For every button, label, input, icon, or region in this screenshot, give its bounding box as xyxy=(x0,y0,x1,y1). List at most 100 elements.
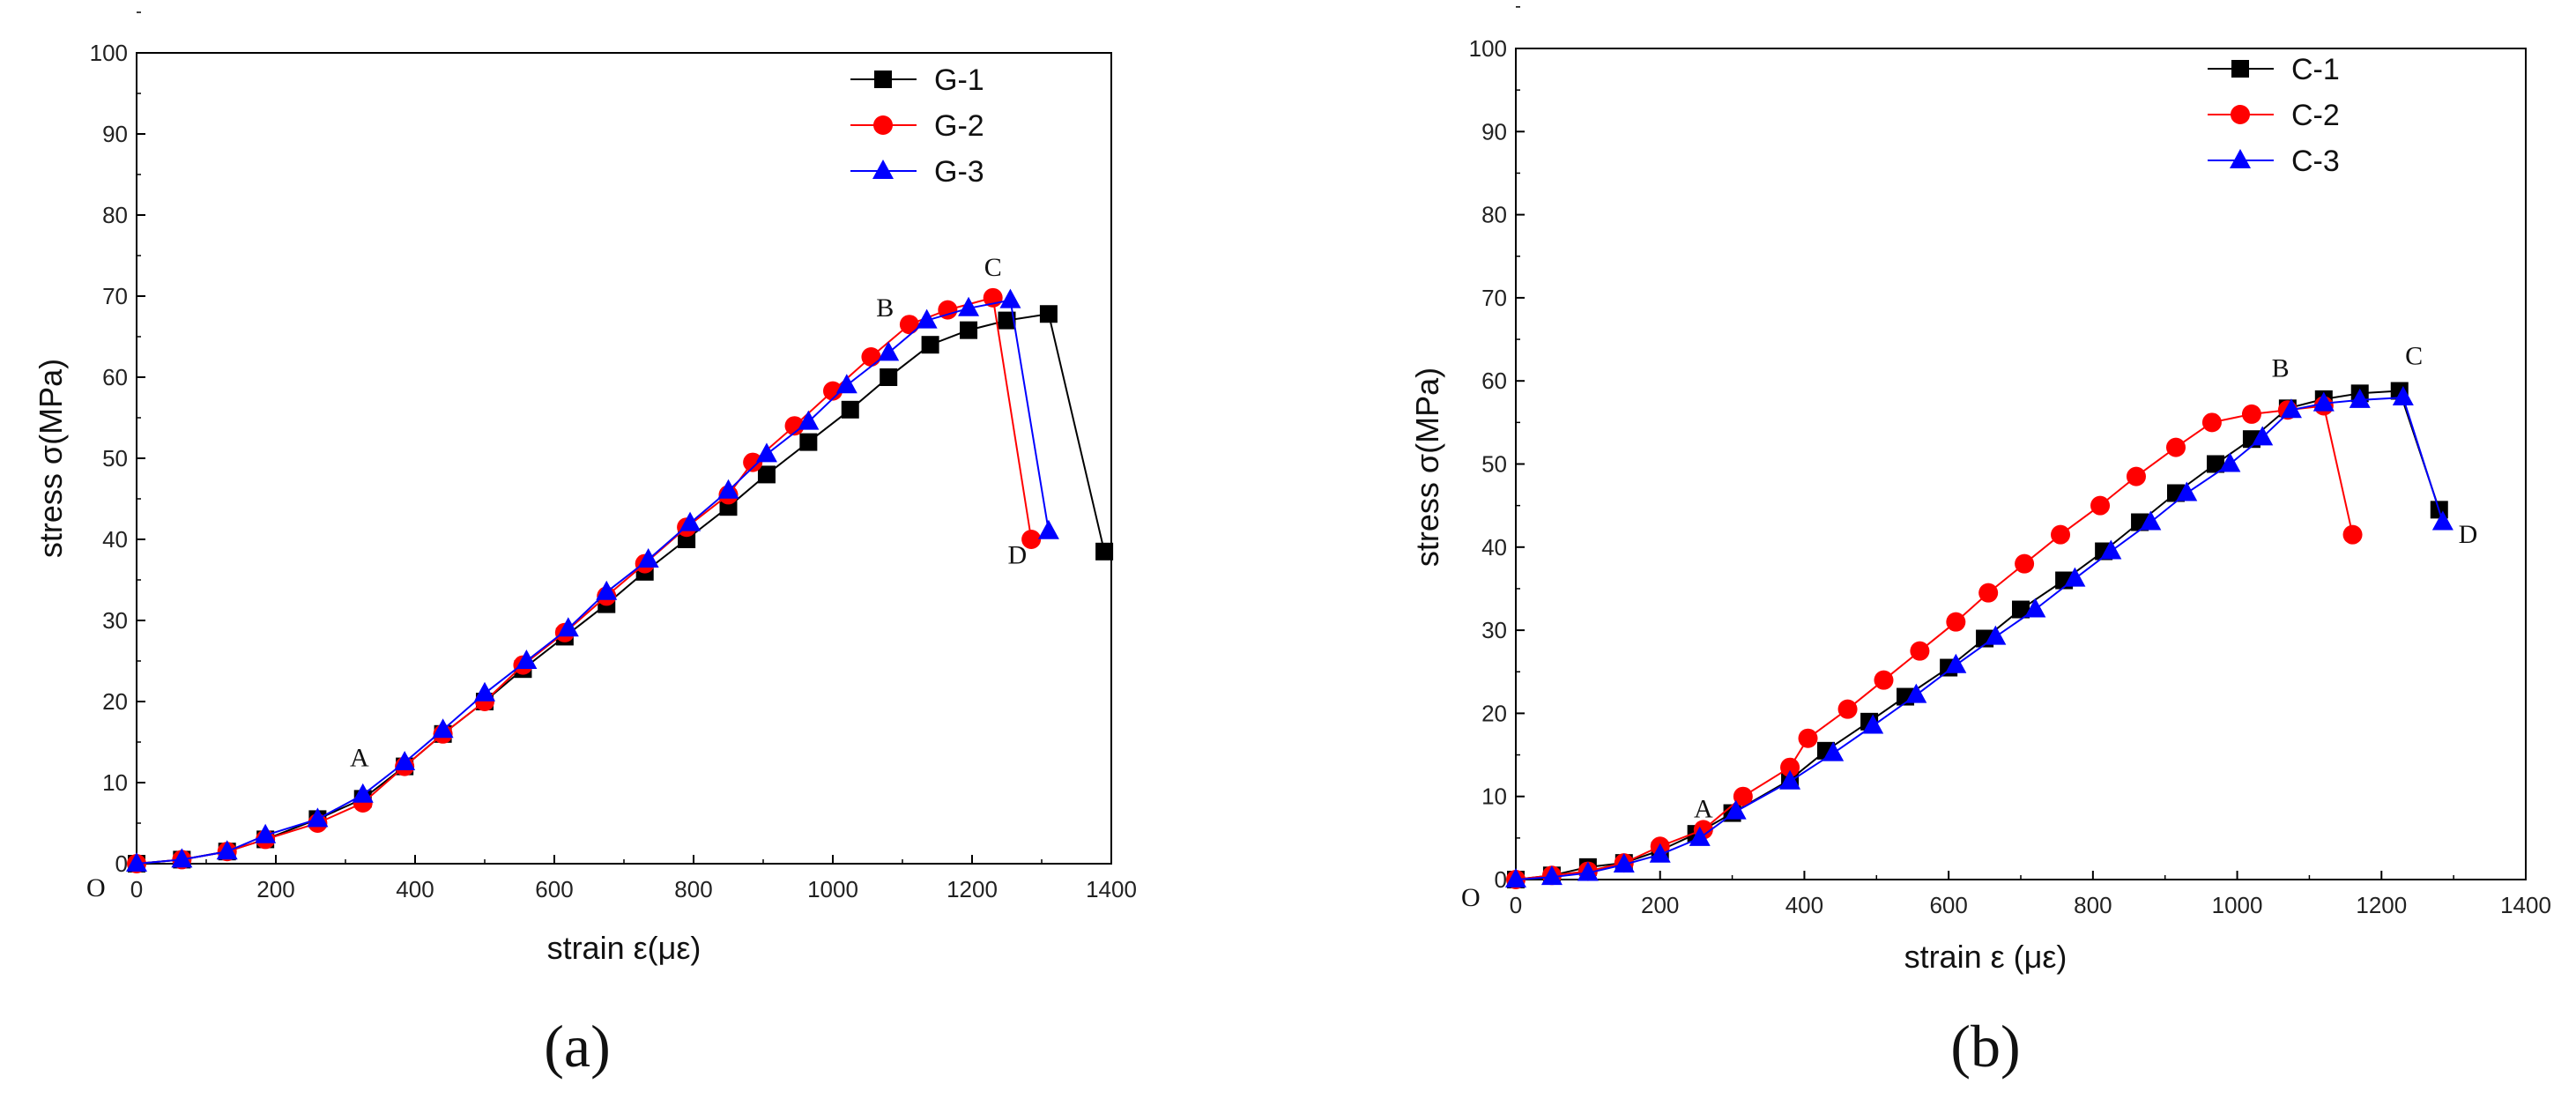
data-point-C-2 xyxy=(2090,495,2111,516)
y-tick-label: 80 xyxy=(102,202,128,228)
data-point-C-3 xyxy=(2280,398,2302,419)
data-point-C-2 xyxy=(2342,524,2363,545)
data-point-G-1 xyxy=(998,311,1016,330)
data-point-G-3 xyxy=(432,718,454,739)
plot-frame-b xyxy=(1515,48,2527,880)
legend-marker xyxy=(2231,105,2250,124)
data-point-C-3 xyxy=(1540,865,1563,886)
data-point-C-1 xyxy=(2207,455,2225,473)
data-point-C-2 xyxy=(1946,612,1966,632)
data-point-G-3 xyxy=(255,823,277,843)
series-G-2 xyxy=(127,287,1042,873)
data-point-C-3 xyxy=(2252,426,2274,446)
data-point-C-3 xyxy=(2219,452,2241,472)
legend-entry-G-2: G-2 xyxy=(850,109,984,143)
point-label-D: D xyxy=(2459,520,2478,549)
legend-marker xyxy=(872,160,894,179)
data-point-G-3 xyxy=(557,617,579,637)
data-point-C-3 xyxy=(2140,510,2162,531)
chart-panel-b: stress σ(MPa) strain ε (με) O (b) 0 10 20 3… xyxy=(1409,6,2551,1080)
data-point-C-2 xyxy=(2126,466,2146,486)
legend-entry-C-3: C-3 xyxy=(2208,145,2340,178)
x-tick-label: 0 xyxy=(1510,892,1522,918)
data-point-C-3 xyxy=(2431,510,2454,531)
data-point-C-3 xyxy=(2064,567,2086,587)
series-C-2 xyxy=(1506,396,2363,889)
data-point-C-3 xyxy=(2349,388,2371,408)
data-point-G-3 xyxy=(216,840,238,860)
y-tick-label: 80 xyxy=(1481,202,1507,228)
data-point-G-1 xyxy=(1095,542,1114,561)
data-point-C-2 xyxy=(1874,670,1894,690)
data-point-G-1 xyxy=(960,321,978,339)
legend-entry-C-2: C-2 xyxy=(2208,99,2340,132)
data-point-G-1 xyxy=(799,433,818,451)
point-label-B: B xyxy=(876,293,894,323)
legend-entry-C-1: C-1 xyxy=(2208,53,2340,86)
legend-label: C-3 xyxy=(2291,145,2340,178)
x-tick-label: 400 xyxy=(1785,892,1823,918)
y-tick-label: 40 xyxy=(102,526,128,553)
x-tick-label: 1200 xyxy=(2356,892,2407,918)
data-point-G-3 xyxy=(755,442,777,463)
data-point-G-2 xyxy=(823,381,843,401)
data-point-C-2 xyxy=(2051,524,2071,545)
data-point-C-3 xyxy=(1689,826,1711,846)
series-G-3 xyxy=(126,288,1059,872)
x-tick-label: 1400 xyxy=(2500,892,2551,918)
data-point-C-2 xyxy=(2015,553,2035,574)
point-label-A: A xyxy=(350,744,369,773)
x-tick-label: 1000 xyxy=(807,876,858,902)
data-point-C-3 xyxy=(2024,598,2046,618)
series-line-G-3 xyxy=(136,299,1050,865)
y-tick-label: 30 xyxy=(1481,617,1507,643)
data-point-C-3 xyxy=(2312,391,2335,412)
data-point-C-3 xyxy=(1725,799,1747,820)
legend-label: C-2 xyxy=(2291,99,2340,132)
data-point-G-3 xyxy=(352,783,374,803)
data-point-G-1 xyxy=(921,336,939,354)
y-tick-label: 70 xyxy=(102,283,128,309)
panel-label-b: (b) xyxy=(1950,1013,2020,1080)
data-point-G-1 xyxy=(841,400,859,419)
data-point-G-3 xyxy=(798,410,820,430)
y-tick-label: 10 xyxy=(1481,783,1507,810)
data-point-G-2 xyxy=(784,416,805,436)
x-tick-label: 800 xyxy=(2074,892,2112,918)
y-tick-label: 100 xyxy=(1469,35,1507,62)
data-point-G-1 xyxy=(880,368,898,386)
data-point-C-2 xyxy=(1910,641,1930,661)
y-axis-title-a: stress σ(MPa) xyxy=(33,359,69,558)
x-tick-label: 1200 xyxy=(947,876,998,902)
data-point-C-2 xyxy=(1837,699,1858,719)
series-C-1 xyxy=(1507,382,2448,888)
data-point-G-1 xyxy=(1039,305,1058,323)
data-point-G-3 xyxy=(679,511,702,531)
data-point-G-3 xyxy=(474,681,495,702)
data-point-G-3 xyxy=(878,341,900,361)
data-point-G-2 xyxy=(861,347,881,367)
data-point-C-2 xyxy=(2201,412,2222,433)
data-point-C-2 xyxy=(2165,437,2186,457)
data-point-G-2 xyxy=(899,315,919,335)
data-point-C-3 xyxy=(1505,868,1526,887)
data-point-C-2 xyxy=(2241,404,2261,424)
data-point-C-3 xyxy=(1649,843,1671,863)
point-label-C: C xyxy=(984,253,1002,282)
x-tick-label: 1000 xyxy=(2212,892,2263,918)
data-point-G-3 xyxy=(916,308,938,329)
legend-marker xyxy=(874,71,892,88)
data-point-G-3 xyxy=(835,374,857,394)
data-point-G-3 xyxy=(126,852,147,872)
y-tick-label: 60 xyxy=(102,364,128,390)
x-tick-label: 600 xyxy=(1929,892,1967,918)
x-tick-label: 200 xyxy=(256,876,294,902)
data-point-G-3 xyxy=(999,288,1021,308)
data-point-C-2 xyxy=(1978,583,1999,603)
x-tick-label: 200 xyxy=(1641,892,1679,918)
y-tick-label: 20 xyxy=(1481,700,1507,726)
legend-label: G-1 xyxy=(934,63,984,97)
data-point-G-3 xyxy=(516,650,538,669)
panel-label-a: (a) xyxy=(544,1013,610,1080)
y-tick-label: 40 xyxy=(1481,534,1507,561)
